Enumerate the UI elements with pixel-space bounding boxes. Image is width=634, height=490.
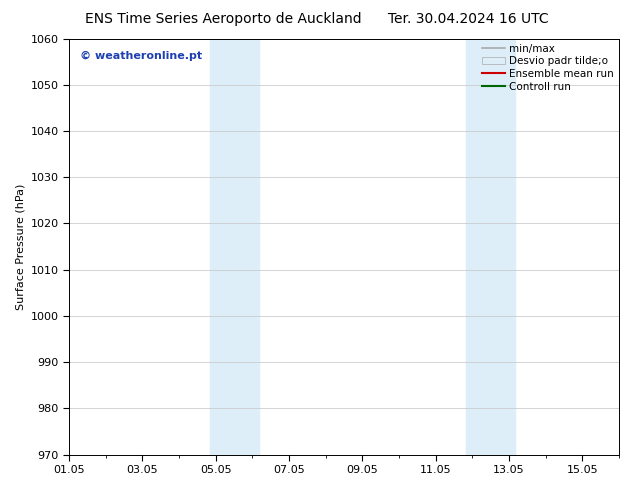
Bar (466, 39, 515, 455)
Bar (210, 39, 259, 455)
Text: ENS Time Series Aeroporto de Auckland      Ter. 30.04.2024 16 UTC: ENS Time Series Aeroporto de Auckland Te… (85, 12, 549, 26)
Legend: min/max, Desvio padr tilde;o, Ensemble mean run, Controll run: min/max, Desvio padr tilde;o, Ensemble m… (479, 41, 617, 95)
Text: © weatheronline.pt: © weatheronline.pt (80, 51, 202, 61)
Y-axis label: Surface Pressure (hPa): Surface Pressure (hPa) (15, 183, 25, 310)
